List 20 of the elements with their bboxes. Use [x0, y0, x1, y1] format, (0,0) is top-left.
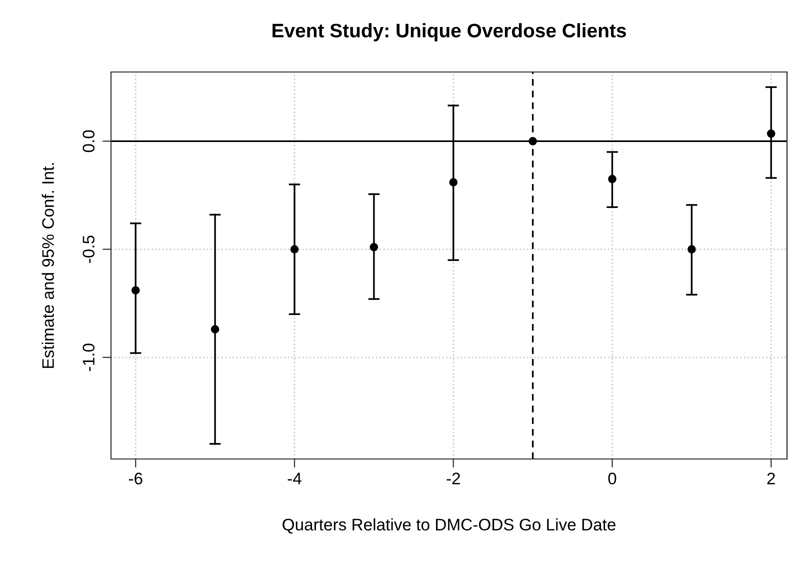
y-axis-title: Estimate and 95% Conf. Int.: [42, 163, 54, 368]
point: [608, 174, 616, 184]
point: [766, 129, 776, 138]
x-tick-label: 0: [608, 472, 616, 484]
x-tick-label: -6: [128, 472, 142, 484]
point: [210, 325, 220, 334]
y-tick-label: -0.5: [82, 236, 95, 263]
x-axis-title: Quarters Relative to DMC-ODS Go Live Date: [282, 518, 616, 534]
point: [131, 286, 140, 295]
y-tick-label: 0.0: [82, 130, 95, 152]
chart-title: Event Study: Unique Overdose Clients: [272, 23, 626, 42]
point: [449, 178, 458, 186]
point: [290, 245, 299, 254]
y-tick-label: -1.0: [82, 344, 95, 372]
x-tick-label: 2: [767, 472, 775, 484]
x-tick-label: -2: [446, 472, 460, 484]
x-tick-label: -4: [288, 472, 302, 484]
point: [688, 245, 696, 254]
point: [370, 242, 378, 252]
point: [528, 137, 537, 146]
